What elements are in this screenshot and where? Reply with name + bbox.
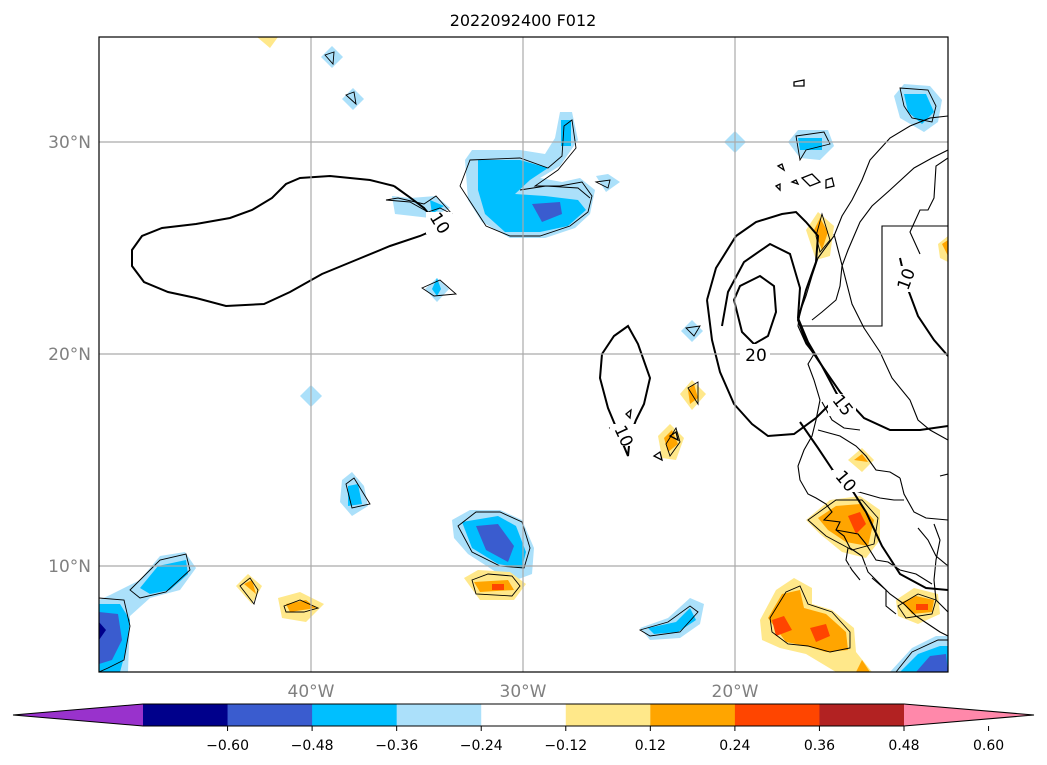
colorbar-tick-label: −0.60 (206, 738, 249, 754)
isoline-10-central (598, 324, 652, 457)
shade-orange-w (244, 580, 256, 594)
colorbar-tick-label: −0.24 (460, 738, 503, 754)
lat-label: 20°N (48, 345, 91, 365)
border (845, 547, 861, 581)
shade-blue-se (916, 654, 948, 672)
shade-orange-w (236, 574, 262, 604)
colorbar-extend-low (13, 704, 143, 726)
border (817, 429, 901, 479)
shade-red-guinea (772, 616, 792, 636)
shade-red-ivory (916, 604, 928, 610)
shade-red-guinea (810, 624, 830, 642)
lon-label: 40°W (288, 682, 335, 702)
colorbar-segment (565, 704, 651, 726)
shade-orange-n2 (664, 430, 678, 452)
border (909, 157, 948, 255)
shade-cyan-diamond (321, 46, 343, 68)
shade-orange-e (942, 240, 948, 256)
shade-blue-north-blob (532, 202, 562, 222)
colorbar-tick-label: 0.24 (719, 738, 750, 754)
colorbar-outline (12, 703, 1035, 727)
border (811, 149, 948, 321)
colorbar-tick-label: 0.12 (635, 738, 666, 754)
contour-label: 20 (745, 346, 767, 366)
shade-red-c (492, 584, 504, 590)
shade-cyan-island (348, 484, 362, 506)
isoline-outer-east (706, 210, 948, 431)
lon-label: 20°W (712, 682, 759, 702)
shade-cyan-small (596, 174, 620, 192)
shade-blue-sw (99, 612, 122, 664)
shade-red-gambia (848, 512, 866, 534)
shade-cyan-ne2 (798, 138, 822, 150)
colorbar-segment (650, 704, 736, 726)
shade-cyan-diamond (432, 278, 441, 296)
figure-title: 2022092400 F012 (450, 11, 597, 30)
colorbar-tick-label: −0.12 (544, 738, 587, 754)
colorbar-extend-high (904, 704, 1034, 726)
shade-orange-sen (854, 454, 868, 462)
gridlines (99, 37, 948, 672)
colorbar-tick-label: 0.48 (888, 738, 919, 754)
africa-coast (797, 115, 948, 637)
colorbar-segment (143, 704, 229, 726)
border (833, 233, 948, 441)
shade-orange-w2 (286, 600, 316, 612)
border (871, 577, 897, 615)
shade-orange-n (688, 384, 698, 404)
shade-cyan-diamond (342, 88, 364, 110)
shade-orange-coast (814, 218, 828, 250)
shade-blue-central-blob (476, 524, 514, 562)
shade-orange-sle (856, 660, 870, 672)
colorbar-segment (481, 704, 567, 726)
border (800, 225, 948, 327)
border (851, 489, 904, 501)
lat-labels: 30°N 20°N 10°N (48, 133, 91, 577)
border (933, 523, 948, 613)
lat-label: 10°N (48, 557, 91, 577)
border (821, 401, 861, 431)
border (939, 473, 948, 477)
isoline-20 (732, 274, 778, 346)
coastlines (797, 115, 948, 637)
lon-labels: 40°W 30°W 20°W (288, 682, 759, 702)
colorbar-segment (396, 704, 482, 726)
colorbar-segment (227, 704, 313, 726)
contour-labels: 10 10 20 15 10 10 (425, 209, 920, 496)
border (917, 527, 948, 567)
colorbar-tick-label: −0.36 (375, 738, 418, 754)
colorbar-tick-label: −0.48 (291, 738, 334, 754)
border (835, 529, 933, 585)
isoline-10-coast (799, 421, 948, 591)
colorbar-segment (734, 704, 820, 726)
isoline-outer-east2 (706, 299, 837, 438)
shade-orange-top (257, 37, 278, 48)
lat-label: 30°N (48, 133, 91, 153)
shade-cyan-sw (140, 560, 188, 594)
map-frame (98, 36, 949, 673)
colorbar-segment (819, 704, 905, 726)
lon-label: 30°W (500, 682, 547, 702)
border (899, 477, 948, 521)
shade-cyan-diamond (681, 320, 703, 342)
shade-cyan-ne (904, 94, 934, 124)
colorbar: −0.60 −0.48 −0.36 −0.24 −0.12 0.12 0.24 0.36 0.4… (12, 703, 1035, 754)
colorbar-tick-label: 0.60 (973, 738, 1004, 754)
shade-navy-sw (99, 622, 106, 640)
map-area: 10 10 20 15 10 10 (99, 37, 948, 672)
colorbar-tick-label: 0.36 (804, 738, 835, 754)
colorbar-segment (312, 704, 398, 726)
